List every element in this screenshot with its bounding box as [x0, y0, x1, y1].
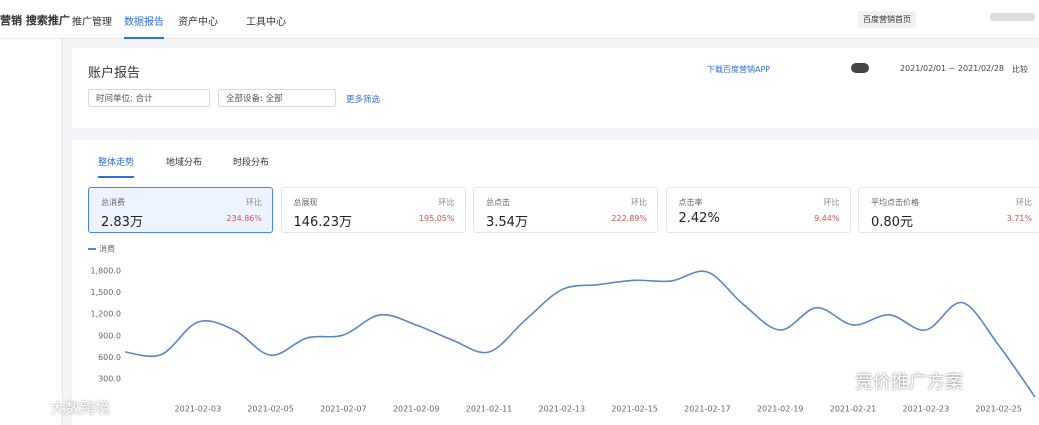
metric-value: 3.54万: [486, 215, 528, 230]
x-tick-label: 2021-02-03: [175, 405, 222, 414]
metric-change: 195.05%: [418, 214, 455, 223]
x-tick-label: 2021-02-19: [757, 405, 804, 414]
metric-label: 总点击: [486, 198, 510, 207]
metric-label: 点击率: [678, 198, 703, 207]
home-link[interactable]: 百度营销首页: [858, 11, 916, 28]
metric-value: 2.42%: [678, 211, 720, 226]
header: 营销 搜索推广 推广管理 数据报告 资产中心 工具中心 百度营销首页: [0, 0, 1039, 39]
nav-item[interactable]: 工具中心: [246, 17, 286, 28]
y-tick-label: 1,800.0: [90, 266, 121, 275]
tab[interactable]: 地域分布: [166, 158, 203, 168]
metric-change: 3.71%: [1006, 214, 1032, 223]
x-tick-label: 2021-02-05: [247, 405, 294, 414]
nav-item[interactable]: 数据报告: [124, 13, 164, 39]
metric-value: 0.80元: [871, 215, 913, 230]
metric-card[interactable]: 点击率 2.42% 环比 9.44%: [665, 187, 851, 233]
user-blur: [990, 13, 1035, 21]
change-label: 环比: [246, 198, 262, 207]
x-tick-label: 2021-02-23: [903, 405, 950, 414]
change-label: 环比: [1016, 198, 1032, 207]
x-tick-label: 2021-02-15: [611, 405, 658, 414]
y-tick-label: 600.0: [98, 353, 121, 362]
tab[interactable]: 时段分布: [233, 158, 270, 168]
x-tick-label: 2021-02-25: [975, 405, 1022, 414]
metric-label: 平均点击价格: [871, 198, 919, 207]
watermark: 大数跨境: [50, 399, 111, 417]
metric-value: 146.23万: [293, 215, 353, 230]
x-tick-label: 2021-02-09: [393, 405, 440, 414]
watermark: 竞价推广方案: [855, 372, 963, 393]
brand: 营销 搜索推广: [0, 14, 70, 27]
series-line: [124, 270, 1036, 398]
toggle[interactable]: [851, 63, 869, 73]
metric-label: 总消费: [101, 198, 125, 207]
change-label: 环比: [438, 198, 455, 207]
nav-item[interactable]: 资产中心: [178, 17, 218, 28]
y-tick-label: 300.0: [98, 374, 121, 383]
metric-label: 总展现: [293, 198, 318, 207]
app-link[interactable]: 下载百度营销APP: [707, 65, 771, 74]
filter[interactable]: 全部设备: 全部: [218, 89, 336, 107]
y-tick-label: 1,500.0: [90, 288, 121, 297]
x-tick-label: 2021-02-21: [830, 405, 877, 414]
more-filters[interactable]: 更多筛选: [346, 95, 381, 105]
x-tick-label: 2021-02-17: [684, 405, 731, 414]
x-tick-label: 2021-02-11: [466, 405, 513, 414]
metric-change: 9.44%: [814, 214, 840, 223]
date-range[interactable]: 2021/02/01 ~ 2021/02/28: [900, 64, 1005, 73]
x-tick-label: 2021-02-07: [320, 405, 367, 414]
compare[interactable]: 比较: [1012, 65, 1028, 74]
report-panel: 账户报告 时间单位: 合计 全部设备: 全部 更多筛选 下载百度营销APP 20…: [72, 48, 1039, 128]
y-tick-label: 900.0: [98, 331, 121, 340]
y-tick-label: 1,200.0: [90, 310, 121, 319]
change-label: 环比: [631, 198, 647, 207]
change-label: 环比: [823, 198, 840, 207]
metric-value: 2.83万: [101, 215, 143, 230]
metric-card[interactable]: 总点击 3.54万 环比 222.89%: [473, 187, 658, 233]
metric-change: 222.89%: [611, 214, 647, 223]
metric-card[interactable]: 总消费 2.83万 环比 234.86%: [88, 187, 273, 233]
metric-change: 234.86%: [226, 214, 262, 223]
tab[interactable]: 整体走势: [98, 155, 135, 178]
sidebar: [0, 39, 63, 425]
legend-label: 消费: [99, 244, 115, 254]
report-title: 账户报告: [88, 66, 141, 81]
metric-card[interactable]: 平均点击价格 0.80元 环比 3.71%: [858, 187, 1039, 233]
x-tick-label: 2021-02-13: [539, 405, 586, 414]
nav-item[interactable]: 推广管理: [72, 17, 112, 28]
filter[interactable]: 时间单位: 合计: [88, 89, 210, 107]
metric-card[interactable]: 总展现 146.23万 环比 195.05%: [280, 187, 466, 233]
